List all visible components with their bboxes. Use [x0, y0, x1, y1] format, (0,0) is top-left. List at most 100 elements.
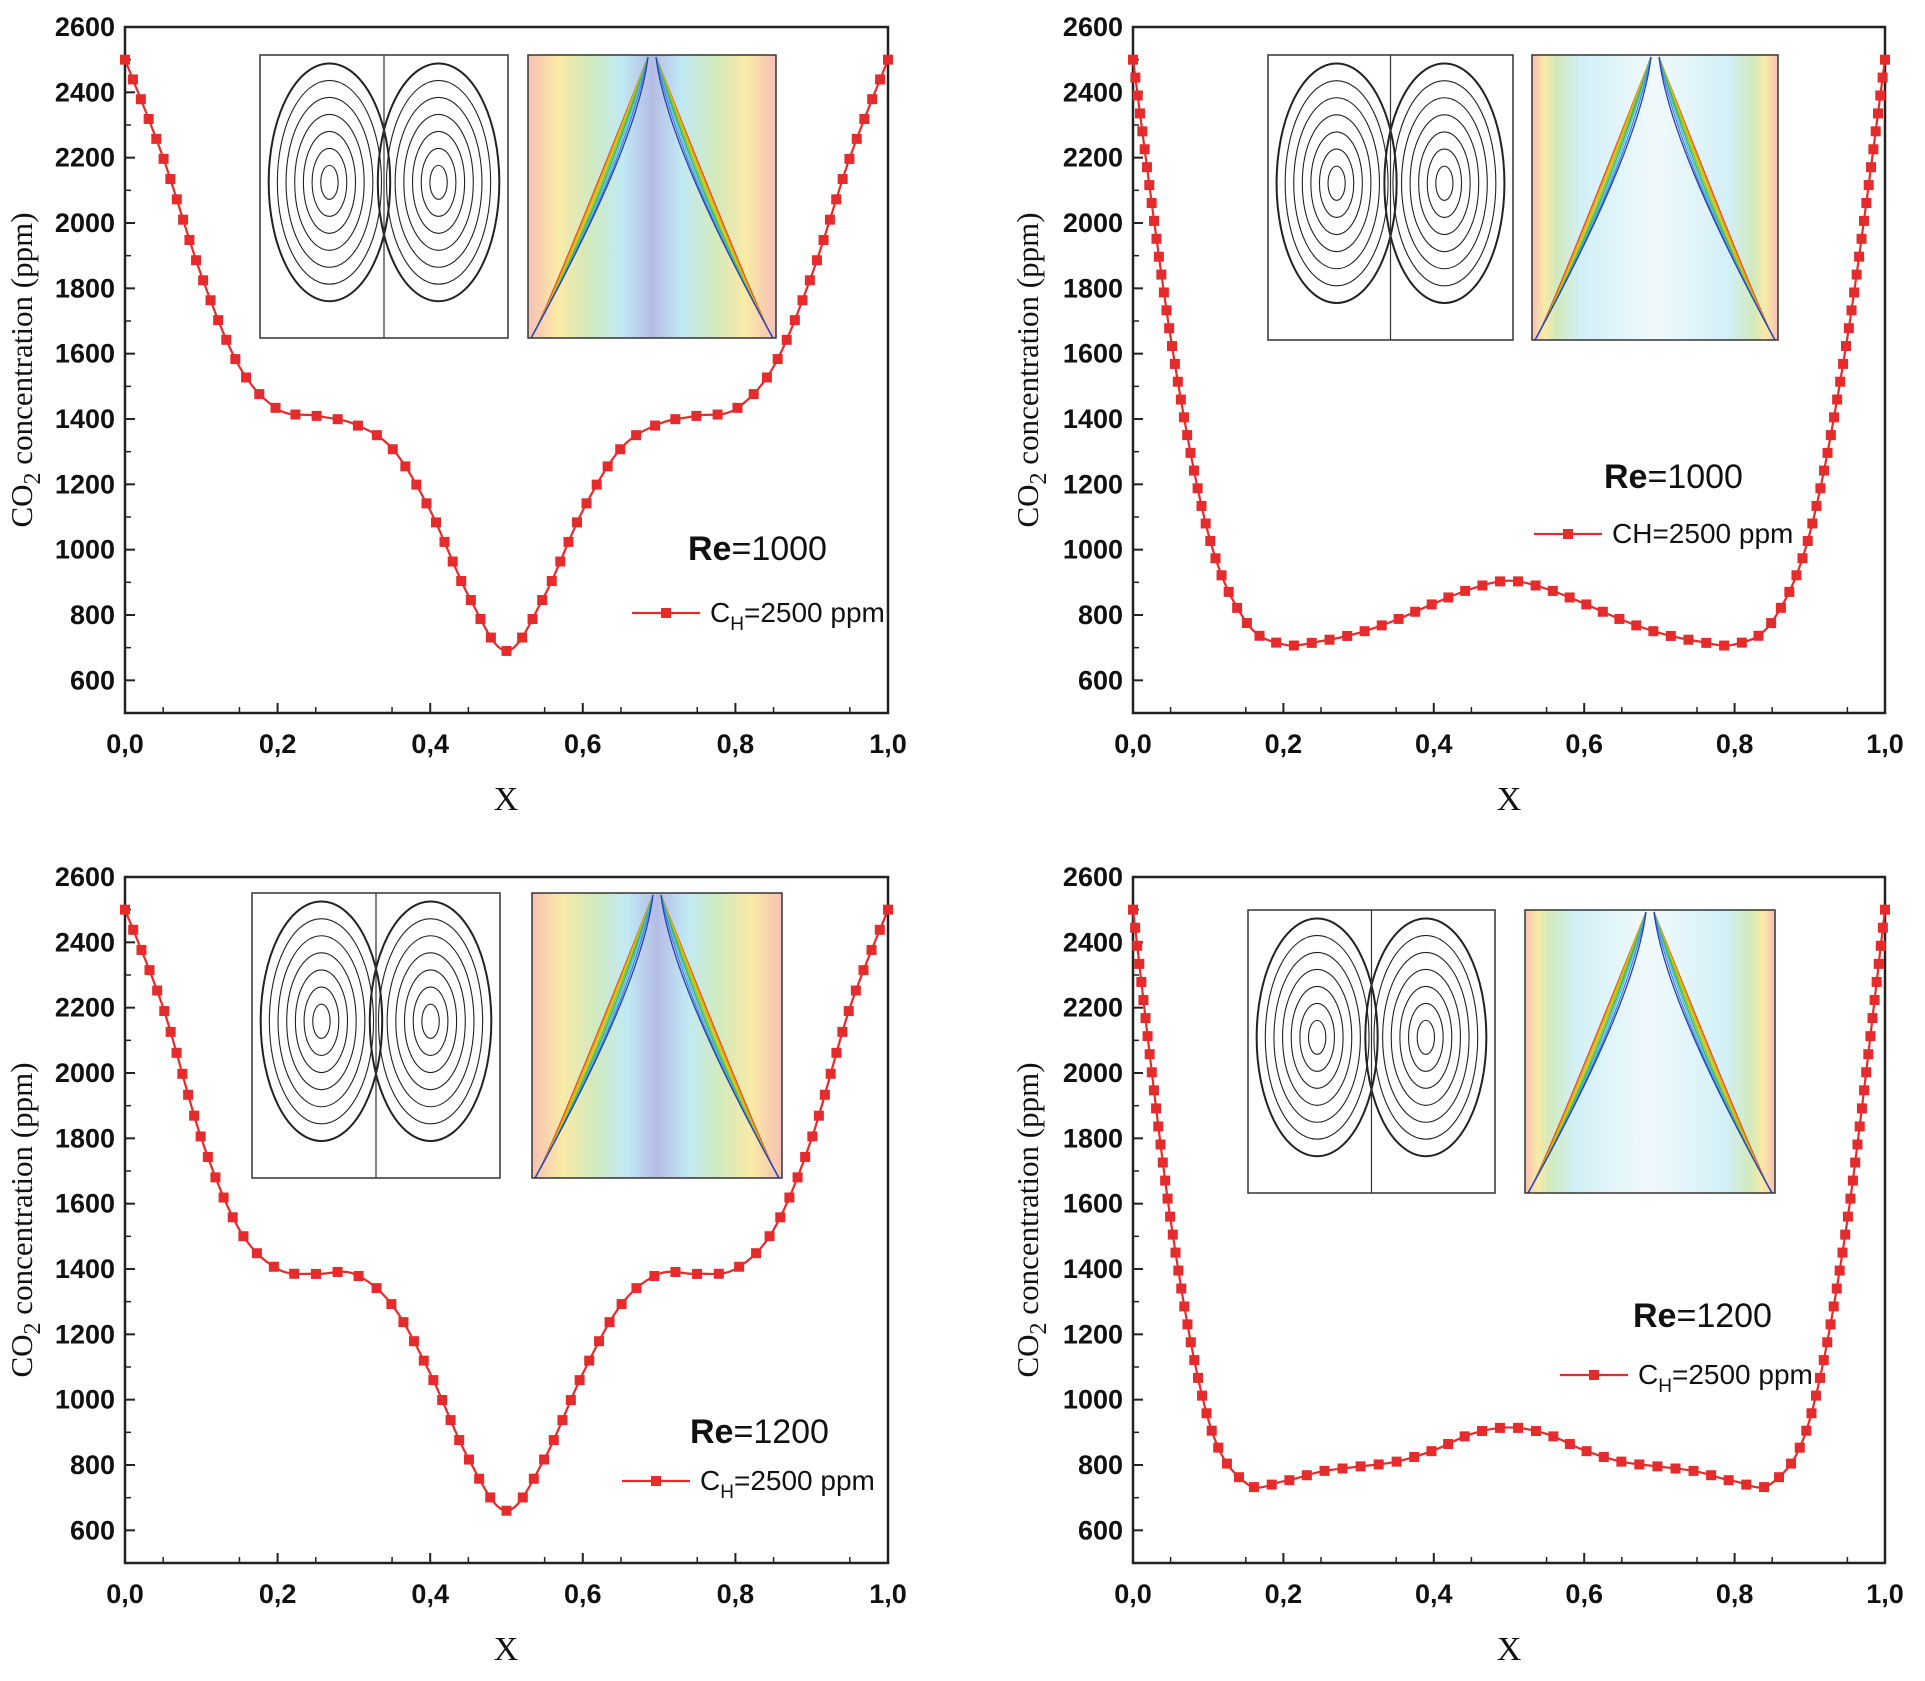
- series-point: [565, 1395, 576, 1406]
- series-point: [1148, 1085, 1159, 1096]
- series-point: [883, 904, 893, 915]
- streamline-contour: [421, 1003, 440, 1039]
- series-point: [1840, 1229, 1851, 1240]
- series-point: [128, 924, 139, 935]
- x-tick-label: 0,2: [1265, 729, 1303, 759]
- y-tick-label: 800: [1078, 1450, 1123, 1480]
- series-point: [1138, 995, 1149, 1006]
- series-point: [837, 1026, 848, 1037]
- series-point: [1146, 1067, 1157, 1078]
- re-annotation-value: =1200: [1676, 1297, 1772, 1335]
- series-point: [1206, 1425, 1217, 1436]
- y-axis-title: CO2 concentration (ppm): [1010, 1062, 1052, 1377]
- series-point: [127, 74, 138, 85]
- series-point: [1135, 108, 1146, 119]
- y-tick-label: 2200: [55, 143, 115, 173]
- series-point: [1149, 215, 1160, 226]
- series-point: [398, 1317, 409, 1328]
- series-point: [1634, 1459, 1645, 1470]
- series-point: [1232, 602, 1243, 613]
- series-point: [238, 1231, 249, 1242]
- series-point: [1166, 341, 1177, 352]
- series-point: [784, 1192, 795, 1203]
- concentration-inset-frame: [531, 892, 783, 1179]
- series-point: [1342, 630, 1353, 641]
- series-point: [1828, 1301, 1839, 1312]
- series-point: [1179, 1301, 1190, 1312]
- series-point: [1564, 592, 1575, 603]
- series-point: [1319, 1465, 1330, 1476]
- streamline-contour: [1409, 114, 1480, 253]
- streamline-contour: [277, 935, 366, 1108]
- series-point: [1845, 1193, 1856, 1204]
- series-point: [1869, 995, 1880, 1006]
- streamline-contour: [1418, 131, 1471, 236]
- series-point: [1132, 90, 1143, 101]
- legend-label-sub: H: [730, 614, 744, 635]
- series-point: [189, 1110, 200, 1121]
- series-point: [831, 1047, 842, 1058]
- series-point: [811, 255, 822, 266]
- series-point: [1819, 465, 1830, 476]
- series-point: [1137, 126, 1148, 137]
- series-point: [824, 214, 835, 225]
- series-point: [1188, 465, 1199, 476]
- y-tick-label: 1600: [55, 339, 115, 369]
- series-point: [591, 479, 602, 490]
- series-point: [1155, 1139, 1166, 1150]
- streamline-contour: [385, 79, 492, 285]
- x-tick-label: 0,4: [411, 729, 449, 759]
- series-point: [650, 420, 661, 431]
- series-point: [198, 275, 209, 286]
- series-point: [1426, 599, 1437, 610]
- y-tick-label: 2200: [1063, 143, 1123, 173]
- series-point: [574, 1375, 585, 1386]
- series-point: [159, 1006, 170, 1017]
- series-point: [463, 1454, 474, 1465]
- series-point: [1182, 430, 1193, 441]
- series-point: [1185, 447, 1196, 458]
- series-point: [474, 1473, 485, 1484]
- series-point: [875, 74, 886, 85]
- y-tick-label: 800: [70, 1450, 115, 1480]
- series-point: [1875, 90, 1886, 101]
- series-point: [1766, 618, 1777, 629]
- series-point: [456, 576, 467, 587]
- streamline-contour: [1399, 985, 1453, 1089]
- series-point: [1838, 358, 1849, 369]
- legend-label-post: =2500 ppm: [744, 597, 885, 628]
- x-tick-label: 0,8: [717, 1579, 755, 1609]
- series-point: [1843, 323, 1854, 334]
- series-point: [615, 444, 626, 455]
- chart-panel-top-right: 600 800 1000 1200 1400 1600 1800 2000 2200 2400 26…: [1010, 12, 1904, 818]
- x-tick-label: 0,2: [1265, 1579, 1303, 1609]
- series-point: [332, 414, 343, 425]
- series-point: [202, 1151, 213, 1162]
- legend-label-sub: H: [720, 1482, 734, 1503]
- y-tick-label: 2600: [1063, 862, 1123, 892]
- legend-marker: [1563, 529, 1573, 539]
- series-point: [1153, 1121, 1164, 1132]
- series-point: [227, 1212, 238, 1223]
- y-axis-title-sub: 2: [1026, 472, 1052, 484]
- re-annotation-bold: Re: [688, 530, 731, 568]
- series-point: [221, 334, 232, 345]
- legend-label-pre: C: [1638, 1359, 1658, 1390]
- series-point: [152, 985, 163, 996]
- streamline-contour: [1426, 148, 1463, 219]
- concentration-inset-fill: [1525, 910, 1775, 1193]
- series-point: [1141, 162, 1152, 173]
- series-point: [144, 965, 155, 976]
- streamline-contour: [376, 62, 501, 303]
- concentration-inset-fill: [532, 893, 782, 1178]
- series-point: [859, 113, 870, 124]
- series-point: [1652, 1461, 1663, 1472]
- series-point: [1513, 1422, 1524, 1433]
- series-point: [213, 315, 224, 326]
- series-point: [1248, 1482, 1259, 1493]
- series-point: [191, 255, 202, 266]
- legend-marker: [661, 608, 671, 618]
- series-point: [120, 904, 130, 915]
- series-point: [858, 965, 869, 976]
- streamline-contour: [1383, 62, 1506, 304]
